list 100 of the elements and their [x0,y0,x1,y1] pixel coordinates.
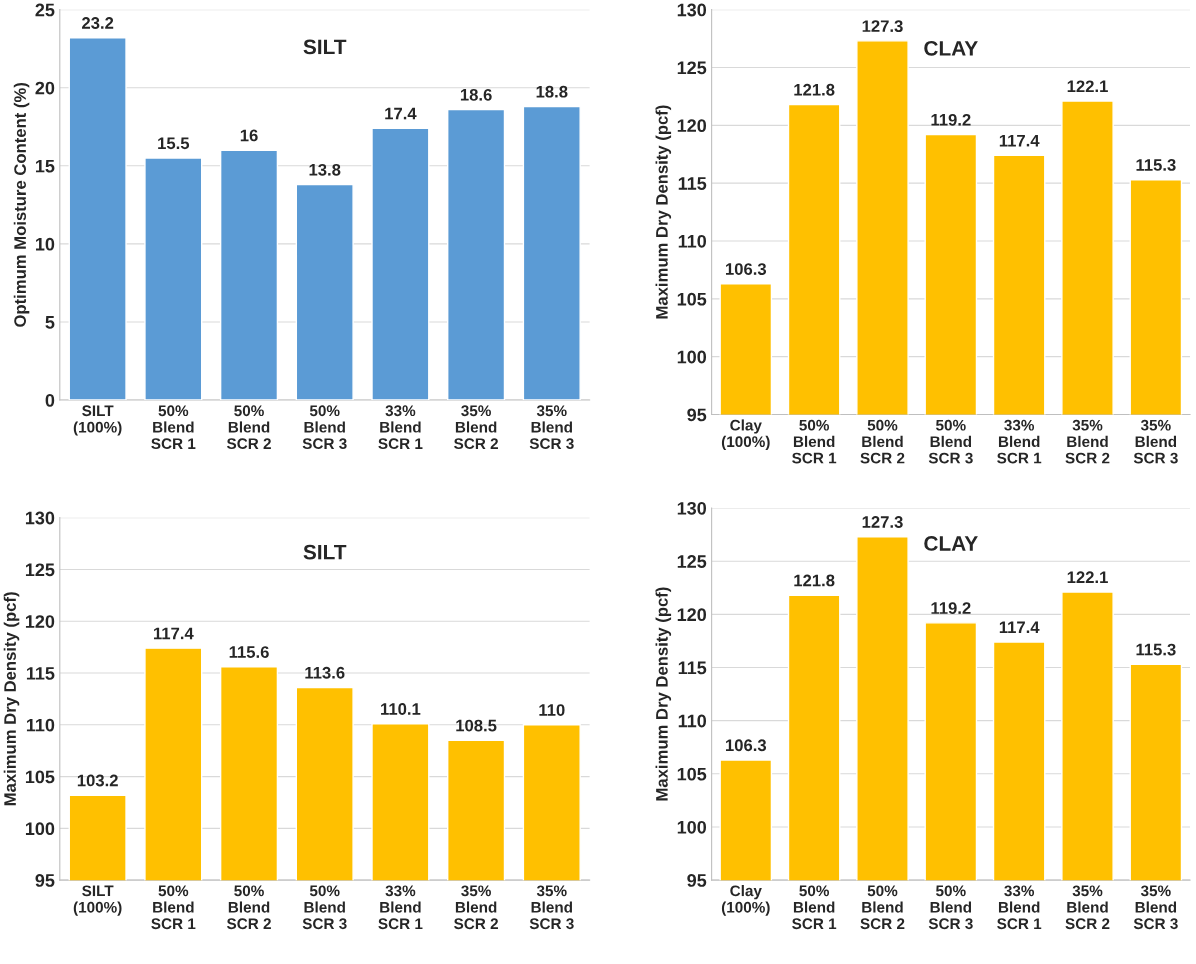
y-tick-label: 100 [25,822,55,836]
y-tick-label: 125 [25,563,55,577]
y-tick-label: 10 [35,237,55,251]
data-label: 23.2 [82,17,114,29]
bar [522,105,581,401]
y-tick-label: 125 [677,555,707,568]
data-label: 121.8 [794,574,835,587]
x-tick-label: SILT (100%) [73,885,122,916]
data-label: 15.5 [158,137,190,150]
data-label: 115.3 [1136,643,1176,656]
y-tick-label: 115 [678,661,707,675]
y-tick-label: 120 [25,615,55,628]
x-tick-label: 33% Blend SCR 1 [997,885,1042,930]
y-axis-title: Maximum Dry Density (pcf) [655,587,672,801]
y-axis-title: Maximum Dry Density (pcf) [655,105,672,319]
x-tick-label: 35% Blend SCR 2 [454,885,498,930]
y-tick-label: 110 [26,718,55,732]
y-tick-label: 115 [26,667,55,680]
bar [371,127,430,401]
y-tick-label: 0 [45,393,55,407]
data-label: 106.3 [725,739,767,752]
y-tick-label: 130 [677,501,707,515]
data-label: 13.8 [309,163,341,176]
y-tick-label: 100 [677,820,707,834]
text: CLAY [924,536,978,551]
x-tick-label: 35% Blend SCR 2 [1065,885,1110,930]
x-tick-label: 50% Blend SCR 3 [302,405,347,450]
data-label: 127.3 [862,20,903,33]
text: SILT [303,39,347,55]
data-label: 119.2 [931,602,971,614]
x-tick-label: 35% Blend SCR 3 [529,885,574,930]
x-tick-label: 50% Blend SCR 1 [792,419,837,464]
y-axis-title: Optimum Moisture Content (%) [13,83,30,327]
x-tick-label: 33% Blend SCR 1 [997,419,1042,464]
data-label: 103.2 [77,774,118,787]
data-label: 113.6 [305,666,345,679]
y-tick-label: 105 [677,767,707,781]
x-tick-label: 35% Blend SCR 2 [454,405,498,450]
y-axis-title: Maximum Dry Density (pcf) [3,592,20,806]
bar [295,183,354,401]
x-tick-label: 35% Blend SCR 3 [1133,885,1178,930]
x-tick-label: Clay (100%) [721,419,770,451]
y-tick-label: 95 [687,874,707,887]
text: SILT [303,544,347,560]
x-tick-label: 50% Blend SCR 3 [928,419,973,464]
text: CLAY [924,40,978,56]
y-tick-label: 130 [677,3,707,17]
data-label: 127.3 [862,516,903,528]
data-label: 110.1 [381,703,421,715]
data-label: 16 [240,129,258,142]
x-tick-label: 50% Blend SCR 2 [226,885,271,930]
y-tick-label: 120 [677,608,707,622]
x-tick-label: 35% Blend SCR 2 [1065,419,1110,464]
x-tick-label: Clay (100%) [721,884,770,916]
x-tick-label: 35% Blend SCR 3 [529,405,574,450]
data-label: 115.3 [1136,159,1176,171]
y-tick-label: 130 [25,511,55,525]
data-label: 108.5 [456,719,497,732]
x-tick-label: 50% Blend SCR 1 [151,405,196,450]
x-tick-label: SILT (100%) [73,405,122,436]
data-label: 119.2 [931,113,971,126]
data-label: 117.4 [999,621,1040,633]
y-tick-label: 115 [678,177,707,190]
y-tick-label: 25 [35,3,55,17]
y-tick-label: 20 [35,81,55,95]
data-label: 18.6 [460,88,492,101]
data-label: 18.8 [536,85,568,98]
bar [447,108,506,401]
y-tick-label: 15 [35,159,55,173]
x-tick-label: 50% Blend SCR 3 [928,885,973,930]
x-tick-label: 33% Blend SCR 1 [378,885,423,930]
data-label: 122.1 [1067,571,1108,583]
x-tick-label: 50% Blend SCR 1 [151,885,196,930]
y-tick-label: 125 [677,61,707,75]
y-tick-label: 5 [45,316,55,329]
data-label: 117.4 [153,627,194,640]
data-label: 115.6 [229,646,269,658]
data-label: 17.4 [385,107,417,120]
x-tick-label: 35% Blend SCR 3 [1133,419,1178,464]
x-tick-label: 33% Blend SCR 1 [378,405,423,450]
bar [144,157,203,401]
data-label: 110 [539,704,565,716]
data-label: 106.3 [725,263,767,275]
x-tick-label: 50% Blend SCR 2 [860,885,905,930]
x-tick-label: 50% Blend SCR 2 [860,419,905,464]
data-label: 117.4 [999,134,1040,147]
y-tick-label: 95 [35,874,55,887]
x-tick-label: 50% Blend SCR 3 [302,885,347,930]
y-tick-label: 105 [25,770,55,784]
y-tick-label: 110 [678,714,707,728]
y-tick-label: 110 [678,234,707,248]
bar [68,37,127,401]
bar [219,149,279,401]
data-label: 122.1 [1067,80,1108,93]
y-tick-label: 120 [677,119,707,133]
x-tick-label: 50% Blend SCR 1 [792,885,837,930]
y-tick-label: 105 [677,292,707,306]
x-tick-label: 50% Blend SCR 2 [226,405,271,450]
data-label: 121.8 [794,83,835,96]
y-tick-label: 100 [677,350,707,364]
